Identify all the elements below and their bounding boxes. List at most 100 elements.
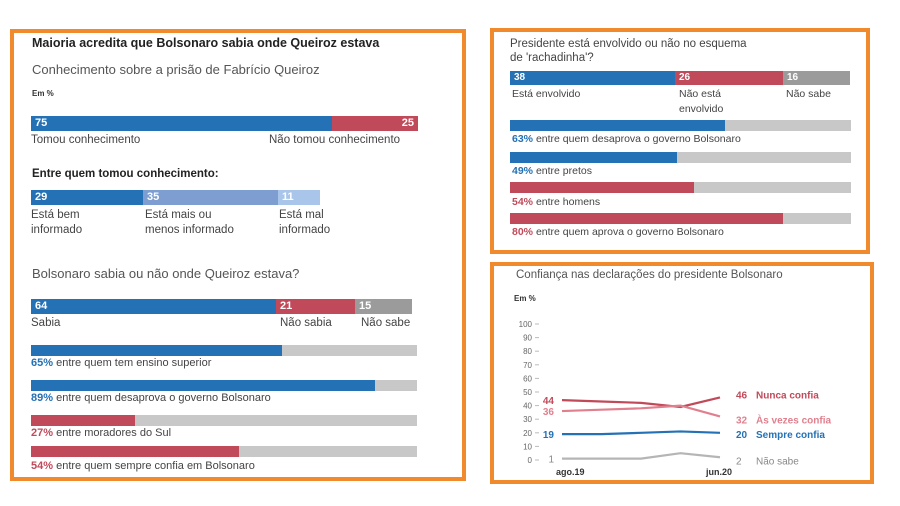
line-chart: 0 10 20 30 40 50 60 70 80 90 100 ago.19 jun.20 44 46 Nu… <box>519 320 832 477</box>
bar-sabia: 64 <box>31 299 276 314</box>
series-name-label: Sempre confia <box>756 430 825 441</box>
series-start-label: 44 <box>543 396 555 407</box>
tr-title-2: de 'rachadinha'? <box>510 52 594 64</box>
question-title: Bolsonaro sabia ou não onde Queiroz esta… <box>32 266 300 281</box>
label-nao-envolvido-1: Não está <box>679 88 722 100</box>
breakdown-text: 65% entre quem tem ensino superior <box>31 357 211 369</box>
y-tick-label: 40 <box>523 402 532 411</box>
breakdown-label: entre moradores do Sul <box>56 427 172 439</box>
tr-breakdown-label: entre homens <box>535 196 601 208</box>
series-line <box>561 396 721 409</box>
bar-nao-sabe: 15 <box>355 299 412 314</box>
bar-bem-informado: 29 <box>31 190 143 205</box>
tr-breakdown-fill <box>510 152 678 163</box>
series-name-label: Não sabe <box>756 456 799 467</box>
breakdown-track <box>31 345 417 356</box>
series-name-label: Nunca confia <box>756 390 819 401</box>
series-end-value: 32 <box>736 415 748 426</box>
tr-breakdown-text: 49% entre pretos <box>512 165 592 177</box>
label-nao-tomou: Não tomou conhecimento <box>269 134 401 146</box>
y-tick-label: 10 <box>523 442 532 451</box>
breakdown-pct: 65% <box>31 357 54 369</box>
breakdown-track <box>31 446 417 457</box>
breakdown-track <box>31 380 417 391</box>
label-mal-2: informado <box>279 224 331 236</box>
chart-title: Confiança nas declarações do presidente … <box>516 269 783 281</box>
breakdown-text: 54% entre quem sempre confia em Bolsonar… <box>31 460 255 472</box>
bar-nao-tomou: 25 <box>332 116 418 131</box>
series-end-value: 20 <box>736 430 748 441</box>
tr-breakdown-fill <box>510 120 725 131</box>
tr-breakdown-label: entre quem desaprova o governo Bolsonaro <box>535 133 741 145</box>
breakdown-fill <box>31 380 375 391</box>
y-tick-label: 0 <box>528 456 533 465</box>
breakdown-fill <box>31 345 282 356</box>
label-nao-envolvido-2: envolvido <box>679 103 724 115</box>
label-sabia: Sabia <box>31 317 61 329</box>
left-title: Maioria acredita que Bolsonaro sabia ond… <box>32 36 380 50</box>
bar-envolvido: 38 <box>510 71 675 85</box>
tr-breakdown-pct: 49% <box>512 165 534 177</box>
series-line <box>561 404 721 418</box>
y-tick-label: 50 <box>523 388 532 397</box>
label-nao-sabe: Não sabe <box>361 317 411 329</box>
label-tr-nao-sabe: Não sabe <box>786 88 831 100</box>
y-tick-label: 90 <box>523 334 532 343</box>
label-tomou: Tomou conhecimento <box>31 134 141 146</box>
tr-breakdown-text: 54% entre homens <box>512 196 600 208</box>
series-start-label: 36 <box>543 407 555 418</box>
y-tick-label: 30 <box>523 415 532 424</box>
bottom-right-panel: Confiança nas declarações do presidente … <box>490 262 874 484</box>
y-tick-label: 70 <box>523 361 532 370</box>
left-subtitle: Conhecimento sobre a prisão de Fabrício … <box>32 62 320 77</box>
tr-breakdown-pct: 80% <box>512 226 534 238</box>
tr-breakdown-label: entre quem aprova o governo Bolsonaro <box>535 226 724 238</box>
bar-tomou: 75 <box>31 116 332 131</box>
bar-tr-nao-sabe: 16 <box>783 71 850 85</box>
label-bem-2: informado <box>31 224 83 236</box>
series-start-label: 1 <box>548 455 554 466</box>
y-tick-label: 20 <box>523 429 532 438</box>
breakdown-text: 27% entre moradores do Sul <box>31 427 171 439</box>
breakdown-pct: 89% <box>31 392 54 404</box>
label-nao-sabia: Não sabia <box>280 317 332 329</box>
series-line <box>562 452 721 460</box>
breakdown-fill <box>31 446 240 457</box>
tr-title-1: Presidente está envolvido ou não no esqu… <box>510 38 747 50</box>
breakdown-pct: 54% <box>31 460 54 472</box>
bar-mal-informado: 11 <box>278 190 320 205</box>
breakdown-fill <box>31 415 136 426</box>
y-tick-label: 100 <box>519 320 533 329</box>
tr-breakdown-track <box>510 182 851 193</box>
series-start-label: 19 <box>543 430 555 441</box>
label-mais-1: Está mais ou <box>145 209 212 221</box>
y-tick-label: 80 <box>523 347 532 356</box>
breakdown-label: entre quem desaprova o governo Bolsonaro <box>56 392 271 404</box>
top-right-panel: Presidente está envolvido ou não no esqu… <box>490 28 870 254</box>
series-end-value: 46 <box>736 390 748 401</box>
tr-breakdown-track <box>510 120 851 131</box>
series-end-value: 2 <box>736 456 742 467</box>
breakdown-track <box>31 415 417 426</box>
breakdown-pct: 27% <box>31 427 54 439</box>
tr-breakdown-track <box>510 213 851 224</box>
tr-breakdown-fill <box>510 182 695 193</box>
tr-breakdown-label: entre pretos <box>535 165 592 177</box>
label-envolvido: Está envolvido <box>512 88 581 100</box>
bar-nao-envolvido: 26 <box>675 71 783 85</box>
x-tick-label: ago.19 <box>556 467 585 477</box>
tr-breakdown-pct: 63% <box>512 133 534 145</box>
breakdown-label: entre quem sempre confia em Bolsonaro <box>56 460 255 472</box>
breakdown-text: 89% entre quem desaprova o governo Bolso… <box>31 392 271 404</box>
bar-mais-ou-menos: 35 <box>143 190 278 205</box>
bar-nao-sabia: 21 <box>276 299 355 314</box>
among-heading: Entre quem tomou conhecimento: <box>32 168 219 180</box>
series-name-label: Às vezes confia <box>756 413 831 426</box>
tr-breakdown-fill <box>510 213 783 224</box>
tr-breakdown-pct: 54% <box>512 196 534 208</box>
breakdown-label: entre quem tem ensino superior <box>56 357 212 369</box>
tr-breakdown-text: 63% entre quem desaprova o governo Bolso… <box>512 133 741 145</box>
tr-breakdown-text: 80% entre quem aprova o governo Bolsonar… <box>512 226 724 238</box>
y-tick-label: 60 <box>523 374 532 383</box>
series-line <box>562 430 721 436</box>
